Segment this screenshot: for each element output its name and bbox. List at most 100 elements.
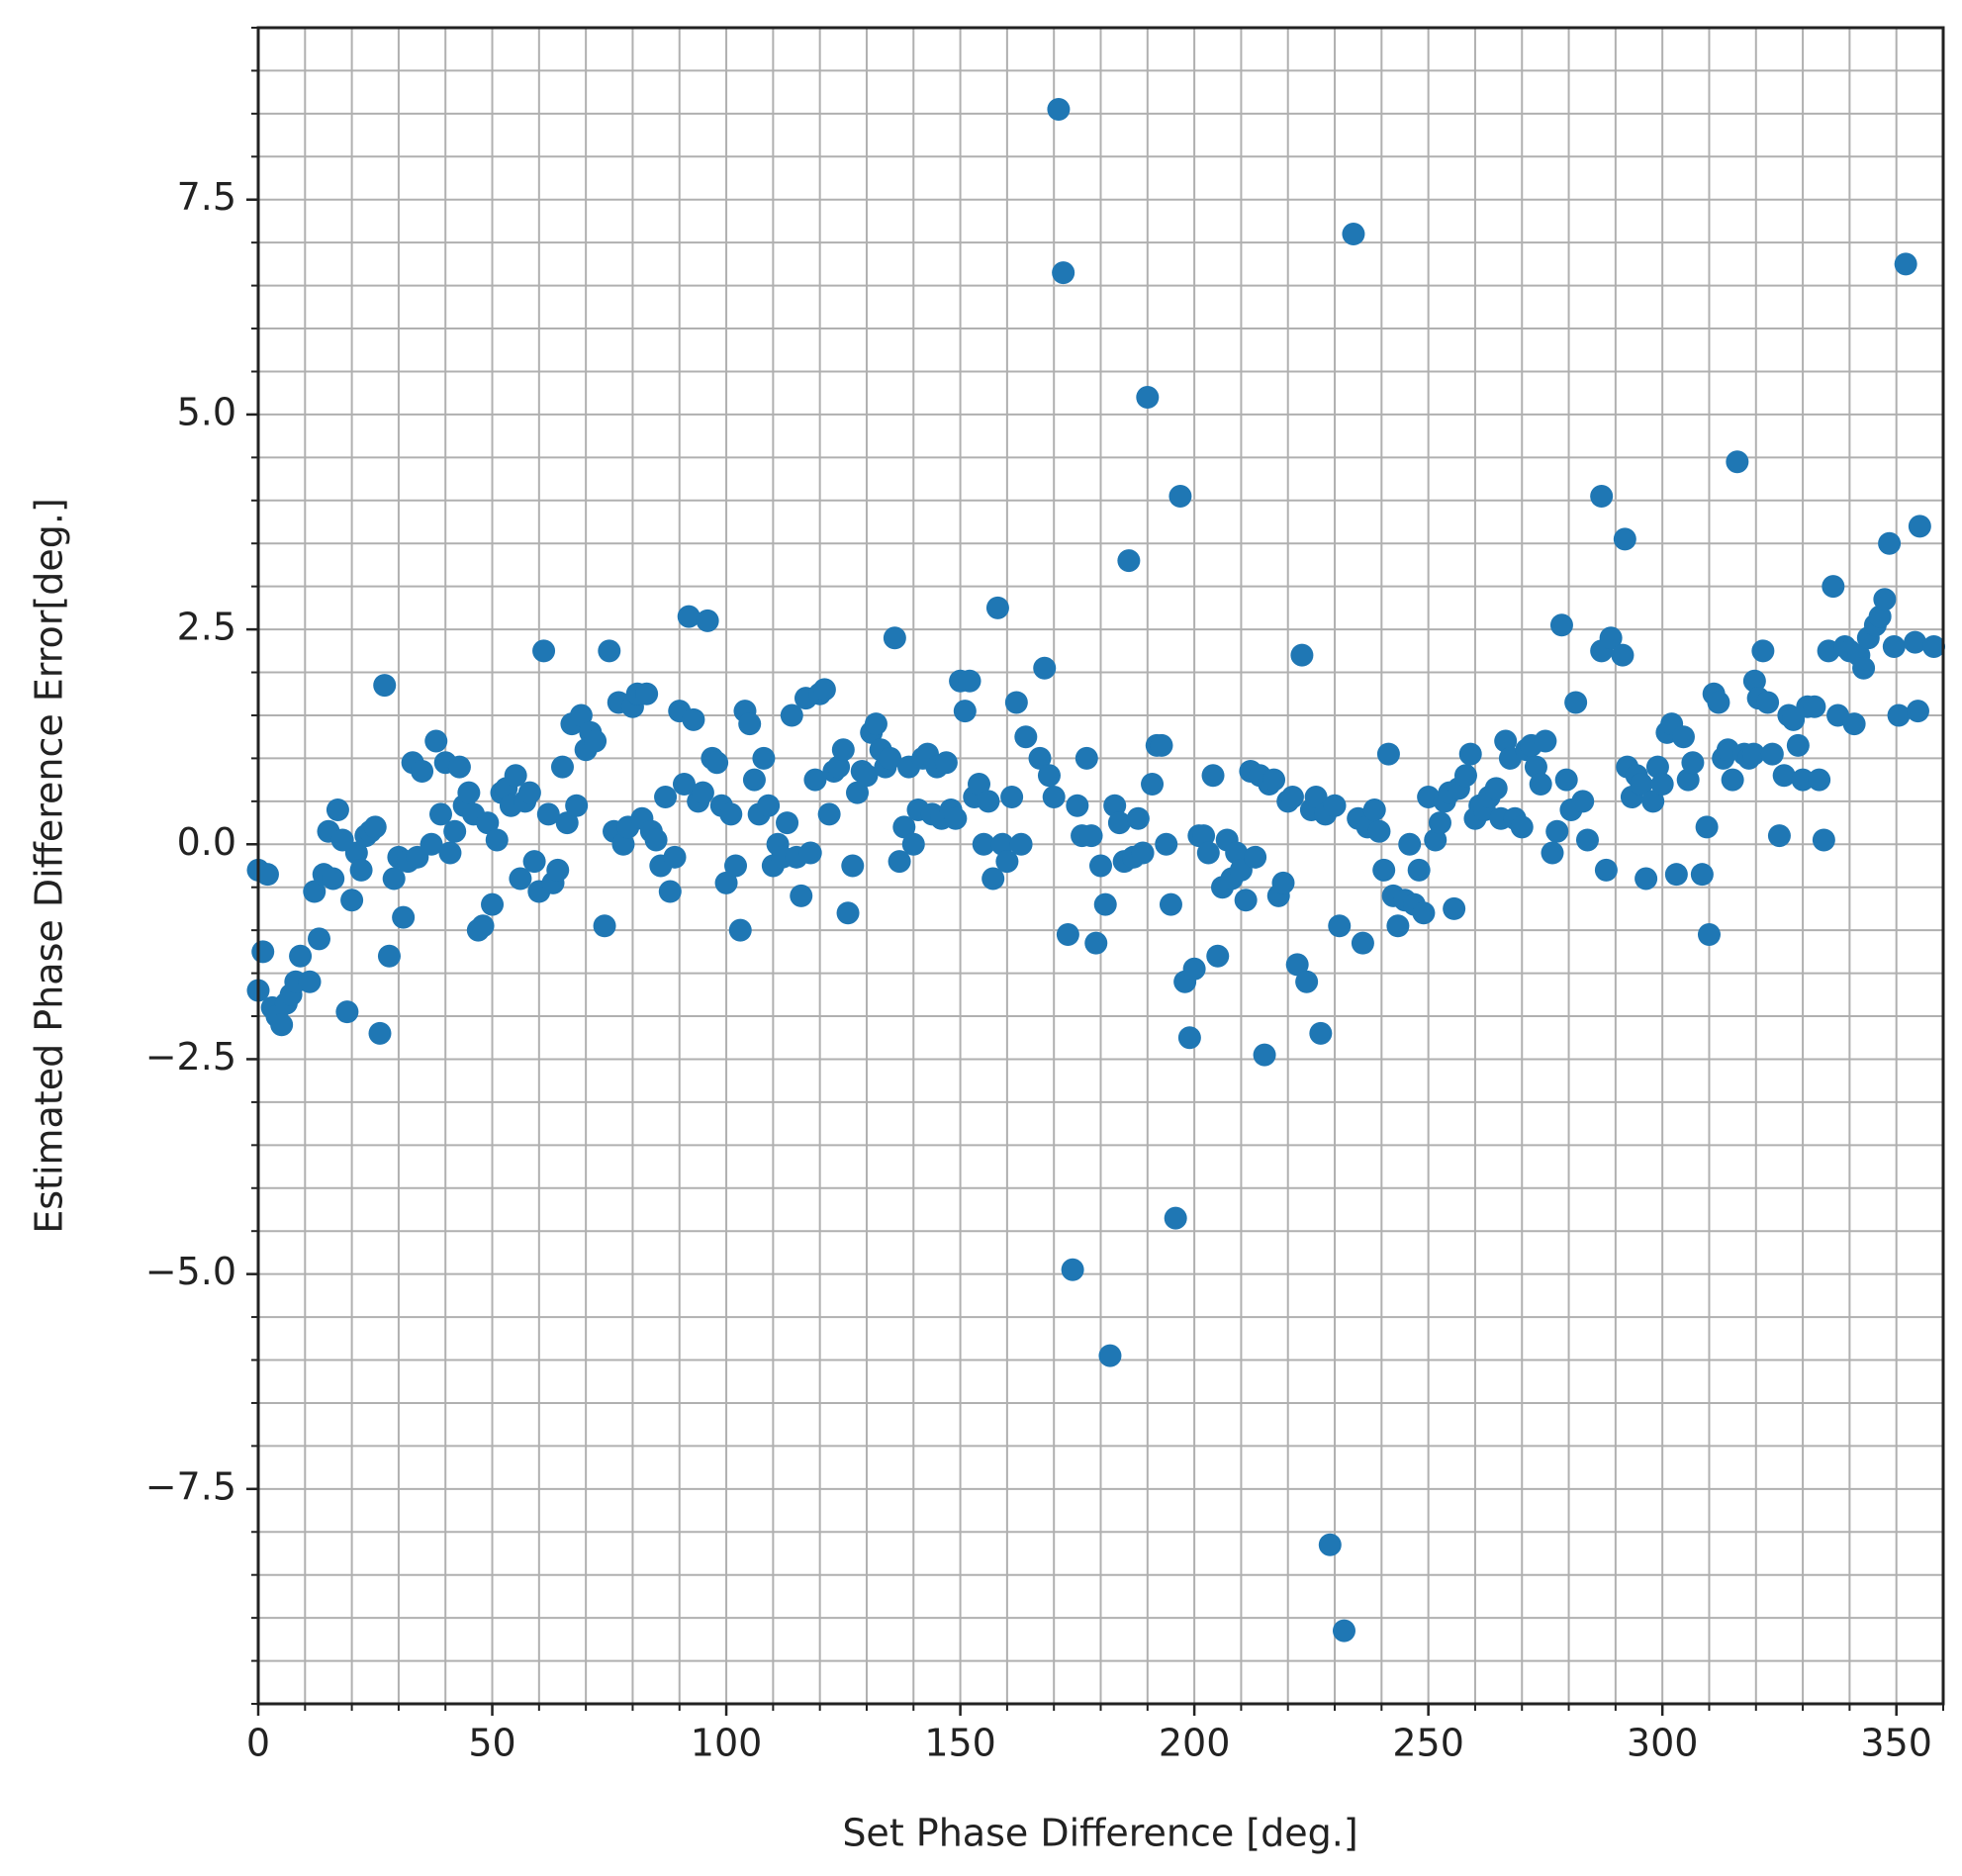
point [728, 918, 752, 942]
point [682, 707, 705, 731]
point [1000, 786, 1024, 809]
point [1484, 777, 1508, 800]
point [1534, 729, 1557, 753]
point [742, 768, 766, 792]
point [1033, 656, 1057, 680]
point [1878, 531, 1902, 555]
point [803, 768, 827, 792]
point [780, 704, 803, 727]
point [705, 751, 729, 775]
point [411, 759, 434, 783]
x-tick-label: 100 [691, 1722, 763, 1765]
point [1741, 742, 1765, 766]
point [1084, 931, 1108, 955]
point [1386, 914, 1410, 938]
y-tick-label: −2.5 [145, 1035, 236, 1079]
y-tick-label: 7.5 [177, 175, 236, 219]
point [555, 811, 579, 835]
point [1150, 733, 1173, 757]
point [424, 729, 448, 753]
point [1309, 1021, 1333, 1045]
point [1443, 896, 1466, 920]
point [888, 850, 911, 874]
point [1458, 742, 1482, 766]
point [1842, 712, 1866, 736]
point [1244, 845, 1267, 869]
point [1136, 386, 1160, 410]
point [1541, 841, 1564, 865]
y-tick-label: −7.5 [145, 1464, 236, 1508]
x-tick-label: 0 [246, 1722, 270, 1765]
point [1304, 786, 1328, 809]
point [1295, 970, 1319, 993]
point [1613, 527, 1636, 551]
point [1697, 922, 1721, 946]
point [1093, 892, 1117, 916]
point [289, 944, 313, 968]
point [392, 905, 416, 929]
point [598, 639, 621, 663]
point [1564, 691, 1588, 714]
x-tick-label: 50 [468, 1722, 515, 1765]
point [776, 811, 799, 835]
x-tick-label: 250 [1392, 1722, 1464, 1765]
point [447, 755, 471, 779]
point [757, 794, 781, 817]
point [1367, 819, 1391, 843]
point [1575, 828, 1599, 852]
point [1126, 806, 1150, 830]
point [1906, 700, 1929, 723]
point [1545, 819, 1569, 843]
point [864, 712, 888, 736]
y-axis-label: Estimated Phase Difference Error[deg.] [28, 498, 71, 1234]
point [1922, 634, 1946, 658]
point [476, 811, 500, 835]
point [1225, 841, 1249, 865]
point [1407, 858, 1431, 882]
point [1253, 1043, 1276, 1067]
point [485, 828, 509, 852]
point [1882, 634, 1906, 658]
point [428, 802, 452, 826]
point [1808, 768, 1831, 792]
point [569, 704, 593, 727]
point [1760, 742, 1784, 766]
point [1285, 953, 1309, 977]
point [1052, 261, 1075, 285]
point [995, 850, 1019, 874]
point [584, 729, 607, 753]
point [1756, 691, 1780, 714]
point [532, 639, 556, 663]
point [1074, 746, 1098, 770]
point [368, 1021, 392, 1045]
point [1645, 755, 1669, 779]
point [1014, 725, 1038, 749]
point [517, 781, 541, 804]
point [1182, 957, 1206, 981]
point [326, 798, 349, 822]
point [635, 682, 659, 705]
point [420, 832, 443, 856]
point [1594, 858, 1618, 882]
point [322, 867, 345, 891]
point [1376, 742, 1400, 766]
point [251, 940, 275, 964]
point [968, 772, 991, 796]
point [481, 892, 505, 916]
point [1009, 832, 1033, 856]
point [977, 790, 1000, 813]
point [373, 674, 397, 698]
point [1271, 871, 1295, 894]
point [1117, 549, 1141, 573]
point [883, 626, 906, 650]
point [719, 802, 743, 826]
point [1107, 811, 1131, 835]
point [1037, 764, 1061, 788]
point [1168, 484, 1192, 508]
point [307, 927, 330, 951]
point [1599, 626, 1623, 650]
y-tick-label: 5.0 [177, 390, 236, 433]
point [1004, 691, 1028, 714]
point [1103, 794, 1127, 817]
point [1192, 824, 1216, 848]
